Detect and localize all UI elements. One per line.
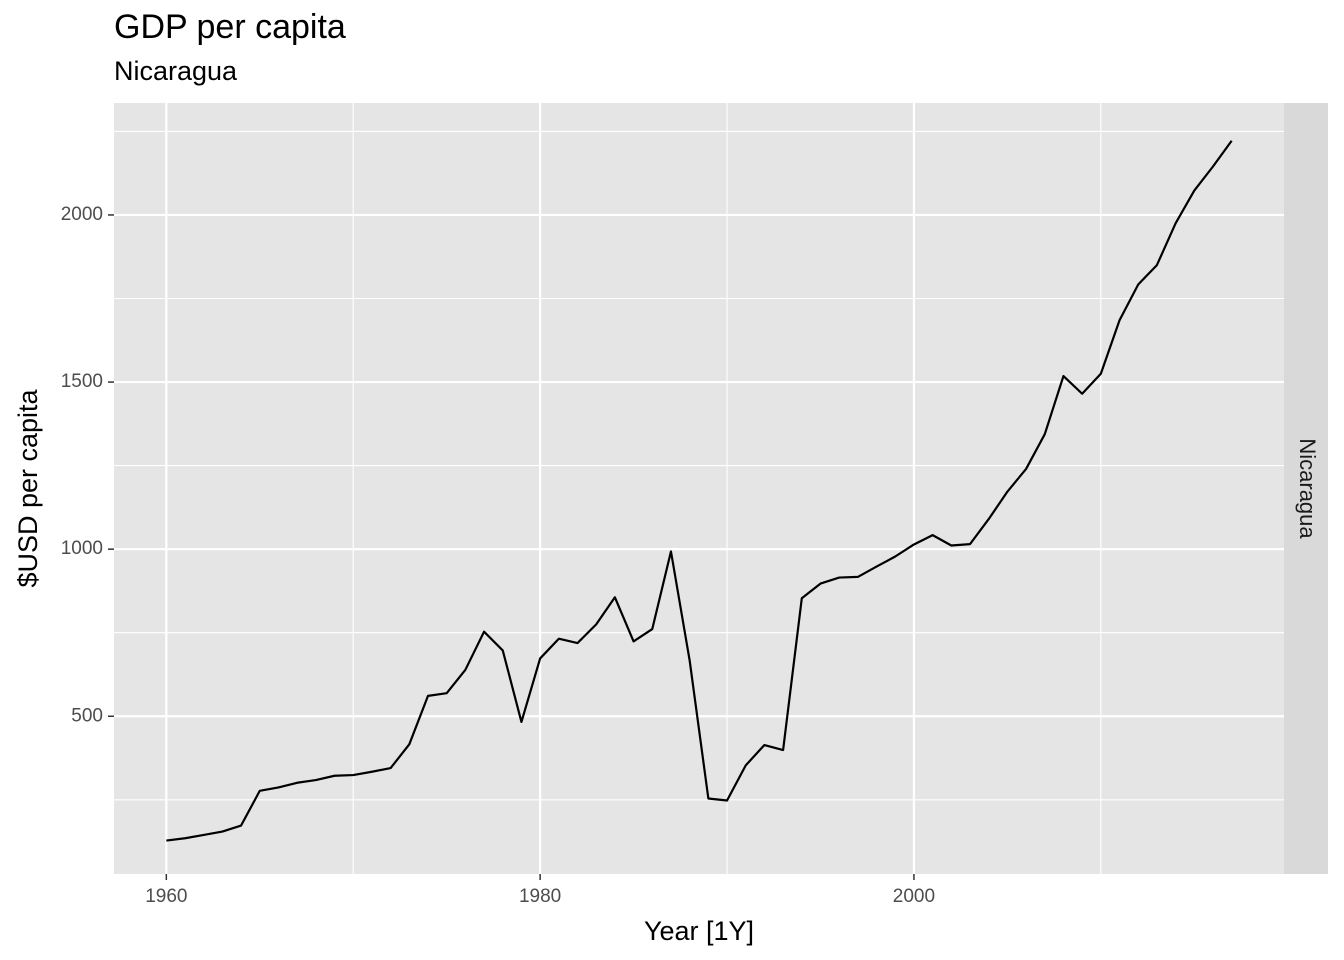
y-tick-label: 2000: [61, 204, 103, 225]
minor-gridlines: [114, 103, 1284, 874]
y-tick-label: 500: [71, 705, 103, 726]
series-line-gdp-per-capita: [166, 140, 1233, 842]
x-tick-label: 1980: [519, 886, 561, 907]
x-axis-title: Year [1Y]: [644, 916, 754, 946]
x-tick-label: 1960: [145, 886, 187, 907]
y-tick-label: 1000: [61, 538, 103, 559]
y-axis: 500 1000 1500 2000: [61, 204, 114, 726]
major-gridlines: [114, 103, 1284, 874]
chart-title: GDP per capita: [114, 8, 346, 46]
facet-strip-label: Nicaragua: [1295, 438, 1320, 539]
chart-subtitle: Nicaragua: [114, 56, 238, 86]
y-axis-title: $USD per capita: [13, 388, 43, 587]
plot-panel: [114, 103, 1284, 874]
y-tick-label: 1500: [61, 371, 103, 392]
facet-strip: [1284, 103, 1328, 874]
x-axis: 1960 1980 2000: [145, 874, 935, 907]
x-tick-label: 2000: [893, 886, 935, 907]
